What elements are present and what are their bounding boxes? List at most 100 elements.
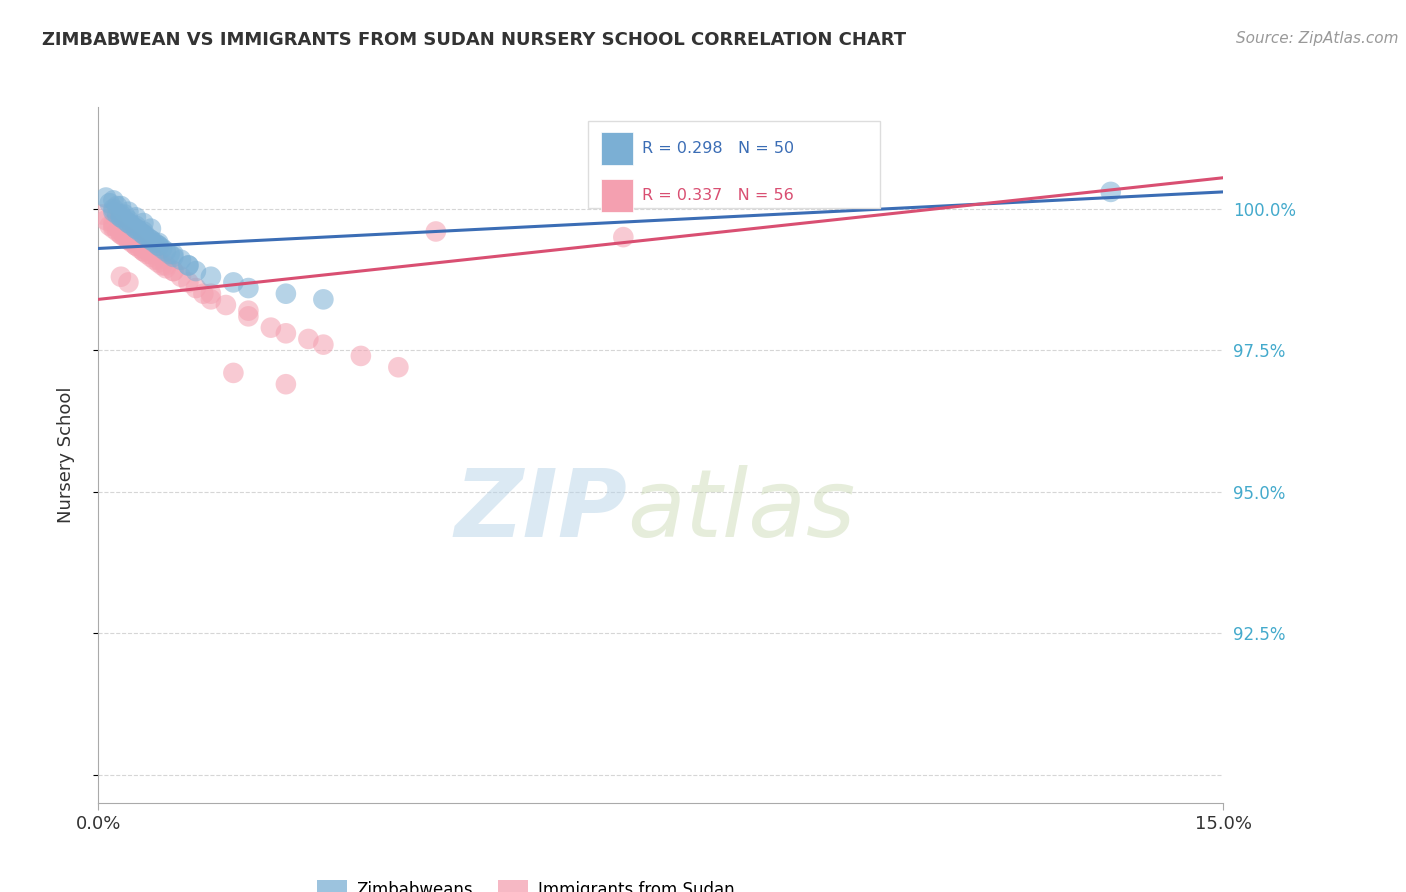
Point — [177, 259, 200, 273]
Point — [110, 199, 132, 213]
Point — [117, 233, 139, 247]
Point — [128, 242, 150, 256]
Point — [200, 293, 222, 307]
Point — [136, 230, 159, 244]
Point — [103, 216, 125, 230]
Point — [94, 190, 117, 204]
Point — [184, 281, 207, 295]
Point — [162, 264, 184, 278]
Text: R = 0.298   N = 50: R = 0.298 N = 50 — [641, 141, 794, 156]
Point — [105, 207, 128, 221]
Point — [136, 247, 159, 261]
Point — [148, 235, 170, 250]
Point — [103, 194, 125, 208]
Point — [162, 250, 184, 264]
Point — [1099, 185, 1122, 199]
Point — [117, 276, 139, 290]
Point — [105, 225, 128, 239]
Point — [150, 259, 173, 273]
Point — [170, 269, 193, 284]
Point — [350, 349, 373, 363]
Point — [117, 230, 139, 244]
Point — [105, 199, 128, 213]
Point — [139, 247, 162, 261]
Point — [103, 221, 125, 235]
Point — [177, 276, 200, 290]
Point — [200, 269, 222, 284]
Point — [238, 281, 260, 295]
Point — [143, 252, 166, 267]
Point — [110, 227, 132, 242]
Point — [238, 303, 260, 318]
Point — [103, 202, 125, 216]
Point — [125, 211, 148, 225]
Point — [117, 204, 139, 219]
Legend: Zimbabweans, Immigrants from Sudan: Zimbabweans, Immigrants from Sudan — [311, 874, 741, 892]
Point — [117, 216, 139, 230]
Point — [155, 261, 177, 276]
Point — [200, 286, 222, 301]
Point — [114, 213, 136, 227]
Point — [114, 230, 136, 244]
Point — [125, 221, 148, 235]
Point — [110, 211, 132, 225]
Point — [94, 213, 117, 227]
Point — [132, 227, 155, 242]
Point — [110, 211, 132, 225]
Text: ZIMBABWEAN VS IMMIGRANTS FROM SUDAN NURSERY SCHOOL CORRELATION CHART: ZIMBABWEAN VS IMMIGRANTS FROM SUDAN NURS… — [42, 31, 907, 49]
Point — [297, 332, 319, 346]
Point — [114, 207, 136, 221]
Point — [125, 221, 148, 235]
Text: Source: ZipAtlas.com: Source: ZipAtlas.com — [1236, 31, 1399, 46]
Point — [274, 286, 297, 301]
Point — [148, 255, 170, 269]
Point — [148, 238, 170, 252]
Point — [125, 235, 148, 250]
Y-axis label: Nursery School: Nursery School — [56, 386, 75, 524]
Point — [128, 225, 150, 239]
Point — [121, 219, 143, 233]
Point — [110, 225, 132, 239]
Point — [91, 207, 114, 221]
Point — [117, 233, 139, 247]
Point — [274, 377, 297, 392]
Point — [162, 247, 184, 261]
Point — [117, 216, 139, 230]
Text: atlas: atlas — [627, 465, 855, 556]
Point — [184, 264, 207, 278]
Point — [110, 227, 132, 242]
Point — [132, 227, 155, 242]
Point — [274, 326, 297, 341]
Text: ZIP: ZIP — [454, 465, 627, 557]
Point — [132, 225, 155, 239]
Point — [312, 293, 335, 307]
Point — [103, 204, 125, 219]
Point — [139, 250, 162, 264]
Point — [110, 207, 132, 221]
Point — [238, 310, 260, 324]
Point — [98, 196, 121, 211]
Point — [110, 269, 132, 284]
FancyBboxPatch shape — [588, 121, 880, 208]
Point — [103, 219, 125, 233]
Point — [215, 298, 238, 312]
Point — [387, 360, 409, 375]
Point — [260, 320, 283, 334]
Point — [132, 244, 155, 259]
Point — [143, 235, 166, 250]
Point — [177, 259, 200, 273]
Point — [150, 242, 173, 256]
Point — [132, 216, 155, 230]
Point — [125, 219, 148, 233]
Point — [162, 264, 184, 278]
Point — [155, 259, 177, 273]
Point — [312, 337, 335, 351]
Point — [148, 238, 170, 252]
Point — [132, 242, 155, 256]
Point — [114, 227, 136, 242]
Point — [222, 366, 245, 380]
Point — [425, 225, 447, 239]
Point — [148, 252, 170, 267]
Point — [159, 247, 181, 261]
Point — [121, 233, 143, 247]
